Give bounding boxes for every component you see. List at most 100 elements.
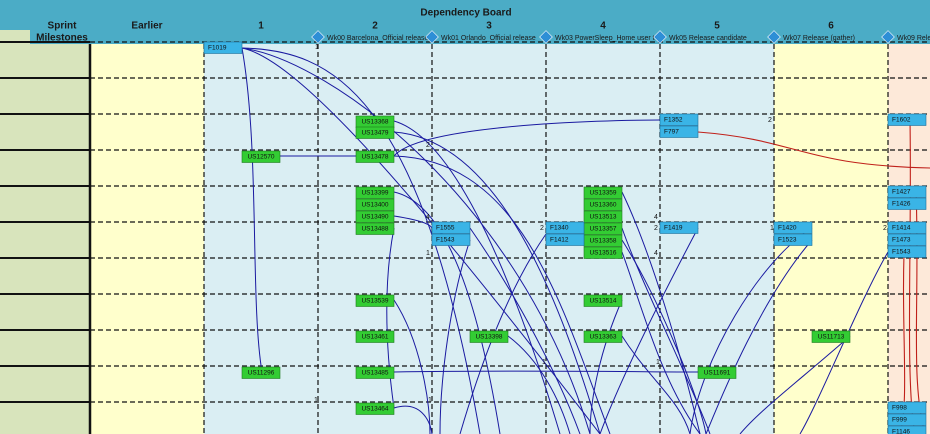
milestone-diamond (767, 30, 781, 44)
column-header: 3 (486, 21, 492, 32)
column-bg (0, 44, 90, 434)
milestone-diamond (311, 30, 325, 44)
card (355, 222, 395, 235)
card-label: US13485 (361, 370, 388, 377)
card (355, 210, 395, 223)
card-label: F1352 (664, 117, 683, 124)
milestone-diamond (881, 30, 895, 44)
card-label: F1543 (892, 249, 911, 256)
milestone-label: Wk03 PowerSleep_Home user t (555, 35, 655, 42)
card (583, 186, 623, 199)
dependency-count: 1 (314, 397, 318, 404)
card (659, 221, 699, 234)
dependency-line (241, 47, 591, 434)
row-header: Milestones (36, 33, 88, 44)
column-bg (90, 44, 204, 434)
card (545, 221, 585, 234)
card-label: US13464 (361, 406, 388, 413)
column-header: 5 (714, 21, 720, 32)
card-label: US13400 (361, 202, 388, 209)
card (355, 330, 395, 343)
dependency-count: 1 (656, 359, 660, 366)
card-label: F999 (892, 417, 907, 424)
card (659, 125, 699, 138)
card (431, 221, 471, 234)
card (583, 210, 623, 223)
dependency-line (507, 335, 571, 434)
column-header: 2 (372, 21, 378, 32)
board-title: Dependency Board (420, 8, 511, 19)
dependency-line (439, 239, 471, 434)
card-label: US13514 (589, 298, 616, 305)
card-label: US13513 (589, 214, 616, 221)
card (887, 425, 927, 434)
card (887, 197, 927, 210)
card-label: US13478 (361, 154, 388, 161)
card-label: US13363 (589, 334, 616, 341)
dependency-count: 1 (315, 44, 319, 51)
dependency-line (393, 119, 661, 157)
dependency-line-critical (697, 131, 930, 169)
card-label: F1420 (778, 225, 797, 232)
card (241, 366, 281, 379)
card-label: F1419 (664, 225, 683, 232)
dependency-line (469, 227, 581, 434)
dependency-count: 4 (654, 214, 658, 221)
dependency-line (393, 120, 561, 434)
card (469, 330, 509, 343)
card (659, 113, 699, 126)
milestone-diamond (653, 30, 667, 44)
dependency-count: 2 (426, 142, 430, 149)
card-label: F1414 (892, 225, 911, 232)
dependency-line (393, 405, 433, 434)
card-label: F998 (892, 405, 907, 412)
card-label: US13398 (475, 334, 502, 341)
milestone-diamond (425, 30, 439, 44)
card (697, 366, 737, 379)
milestone-label: Wk09 Release (897, 35, 930, 42)
card (583, 294, 623, 307)
card (355, 198, 395, 211)
column-header: 4 (600, 21, 606, 32)
dependency-line (393, 370, 699, 373)
card-label: US13479 (361, 130, 388, 137)
column-header: 6 (828, 21, 834, 32)
card-label: US11296 (248, 370, 275, 377)
dependency-count: 4 (654, 250, 658, 257)
card (355, 294, 395, 307)
dependency-line (459, 233, 547, 434)
milestone-label: Wk00 Barcelona_Official release (327, 35, 429, 42)
dependency-line (393, 191, 501, 434)
card-label: F1543 (436, 237, 455, 244)
dependency-line (589, 299, 623, 434)
card-label: F1340 (550, 225, 569, 232)
dependency-count: 2 (654, 225, 658, 232)
dependency-line (621, 335, 691, 434)
card-label: US13358 (589, 238, 616, 245)
dependency-line (393, 215, 433, 229)
card-label: US13360 (589, 202, 616, 209)
card-label: US11713 (818, 334, 845, 341)
dependency-count: 4 (426, 214, 430, 221)
dependency-line (393, 131, 601, 434)
card (583, 330, 623, 343)
dependency-count: 1 (426, 250, 430, 257)
dependency-count: 2 (883, 225, 887, 232)
card (773, 221, 813, 234)
dependency-line (621, 251, 701, 434)
dependency-line (621, 239, 707, 434)
card-label: US12570 (247, 154, 274, 161)
milestone-label: Wk05 Release candidate (669, 35, 747, 42)
card-label: F797 (664, 129, 679, 136)
card (355, 186, 395, 199)
card (583, 246, 623, 259)
milestone-label: Wk01 Orlando_Official release (441, 35, 536, 42)
dependency-line (621, 191, 701, 434)
card (887, 233, 927, 246)
card (355, 150, 395, 163)
card-label: F1412 (550, 237, 569, 244)
dependency-line (599, 227, 699, 434)
dependency-count: 1 (542, 359, 546, 366)
